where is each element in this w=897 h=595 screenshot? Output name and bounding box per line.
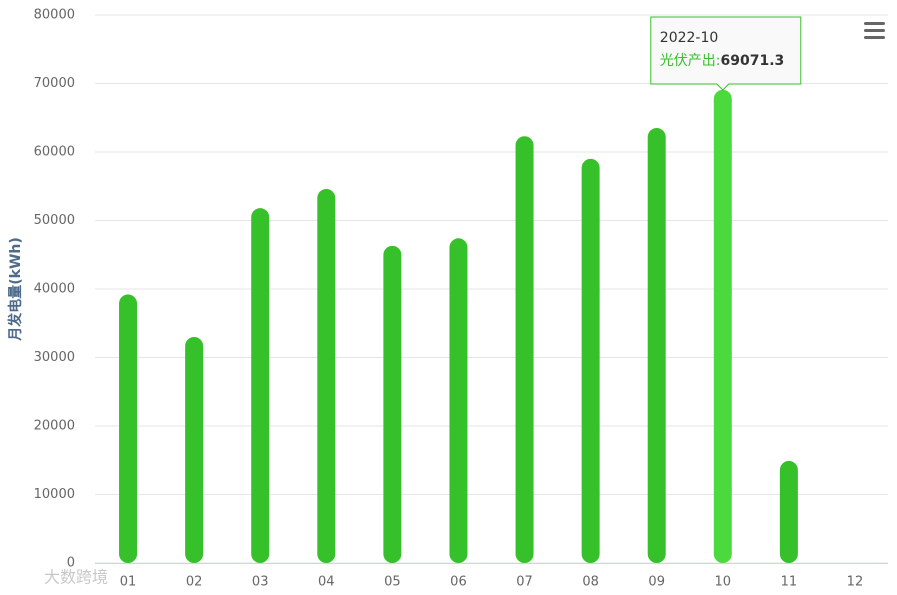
y-tick-label: 0	[67, 556, 75, 571]
bar	[185, 336, 204, 563]
menu-button[interactable]	[864, 22, 885, 39]
watermark: 大数跨境	[44, 568, 108, 587]
bar	[713, 89, 732, 563]
x-tick-label: 09	[648, 575, 665, 590]
x-tick-label: 06	[450, 575, 467, 590]
y-tick-label: 50000	[34, 213, 75, 228]
x-tick-label: 01	[120, 575, 137, 590]
bar	[383, 245, 402, 563]
bar	[581, 158, 600, 563]
x-tick-label: 10	[715, 575, 732, 590]
bar	[119, 294, 138, 563]
y-axis-label: 月发电量(kWh)	[7, 237, 24, 342]
menu-bar	[864, 36, 885, 39]
x-tick-label: 02	[186, 575, 203, 590]
menu-bar	[864, 22, 885, 25]
x-tick-label: 03	[252, 575, 269, 590]
y-tick-label: 60000	[34, 145, 75, 160]
x-tick-label: 04	[318, 575, 335, 590]
tooltip: 2022-10 光伏产出:69071.3	[650, 16, 802, 91]
bar	[647, 128, 666, 563]
y-tick-label: 70000	[34, 76, 75, 91]
tooltip-box	[650, 16, 802, 91]
x-tick-label: 07	[516, 575, 533, 590]
y-tick-label: 10000	[34, 487, 75, 502]
x-tick-label: 08	[582, 575, 599, 590]
y-tick-label: 80000	[34, 8, 75, 23]
bar	[779, 460, 798, 563]
bar	[449, 238, 468, 563]
y-tick-label: 30000	[34, 350, 75, 365]
tooltip-label: 光伏产出:	[660, 53, 721, 69]
tooltip-value: 69071.3	[721, 53, 785, 69]
y-tick-label: 20000	[34, 419, 75, 434]
y-tick-label: 40000	[34, 282, 75, 297]
bar	[251, 208, 270, 564]
x-tick-label: 05	[384, 575, 401, 590]
x-tick-label: 11	[781, 575, 798, 590]
bar	[515, 136, 534, 563]
menu-bar	[864, 29, 885, 32]
bar	[317, 188, 336, 564]
tooltip-line: 光伏产出:69071.3	[660, 53, 784, 69]
tooltip-header: 2022-10	[660, 30, 719, 46]
x-tick-label: 12	[847, 575, 864, 590]
